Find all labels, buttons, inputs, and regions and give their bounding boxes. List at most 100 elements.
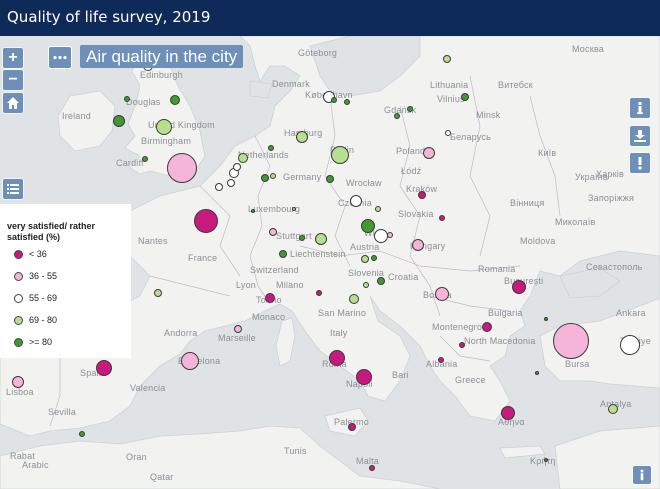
city-bubble[interactable] [234, 325, 242, 333]
city-bubble[interactable] [79, 431, 85, 437]
city-bubble[interactable] [251, 209, 255, 213]
city-bubble[interactable] [167, 153, 197, 183]
city-bubble[interactable] [375, 206, 381, 212]
menu-button[interactable] [48, 46, 72, 69]
city-bubble[interactable] [407, 106, 413, 112]
info-button[interactable] [630, 98, 650, 118]
map-basemap [0, 36, 660, 489]
legend-toggle-button[interactable] [3, 179, 23, 199]
city-bubble[interactable] [374, 229, 388, 243]
place-label: Київ [538, 148, 557, 158]
city-bubble[interactable] [233, 163, 241, 171]
city-bubble[interactable] [96, 360, 112, 376]
city-bubble[interactable] [544, 458, 548, 462]
city-bubble[interactable] [344, 99, 350, 105]
city-bubble[interactable] [459, 342, 465, 348]
place-label: Liechtenstein [290, 249, 346, 259]
city-bubble[interactable] [124, 96, 130, 102]
city-bubble[interactable] [279, 250, 287, 258]
city-bubble[interactable] [238, 153, 248, 163]
city-bubble[interactable] [296, 131, 308, 143]
place-label: Göteborg [298, 48, 338, 58]
map-canvas[interactable]: Göteborg Москва Edinburgh Denmark Lithuania В… [0, 36, 660, 489]
city-bubble[interactable] [501, 406, 515, 420]
place-label: San Marino [318, 308, 367, 318]
city-bubble[interactable] [326, 175, 334, 183]
city-bubble[interactable] [181, 352, 199, 370]
city-bubble[interactable] [315, 233, 327, 245]
place-label: Barcelona [178, 356, 221, 366]
city-bubble[interactable] [331, 97, 337, 103]
city-bubble[interactable] [142, 156, 148, 162]
city-bubble[interactable] [482, 322, 492, 332]
city-bubble[interactable] [361, 255, 369, 263]
place-label: Харків [596, 169, 624, 179]
city-bubble[interactable] [269, 228, 277, 236]
city-bubble[interactable] [292, 207, 296, 211]
city-bubble[interactable] [443, 55, 451, 63]
city-bubble[interactable] [329, 350, 345, 366]
city-bubble[interactable] [156, 119, 172, 135]
alert-button[interactable] [630, 153, 650, 173]
city-bubble[interactable] [299, 235, 305, 241]
place-label: Wrocław [346, 178, 382, 188]
legend-swatch [14, 294, 23, 303]
about-button[interactable] [633, 466, 651, 484]
city-bubble[interactable] [194, 209, 218, 233]
city-bubble[interactable] [361, 219, 375, 233]
place-label: Bari [392, 370, 409, 380]
city-bubble[interactable] [215, 183, 223, 191]
city-bubble[interactable] [331, 146, 349, 164]
place-label: United Kingdom [148, 120, 215, 130]
zoom-in-button[interactable]: + [3, 48, 23, 68]
city-bubble[interactable] [154, 289, 162, 297]
city-bubble[interactable] [394, 113, 400, 119]
city-bubble[interactable] [620, 335, 640, 355]
city-bubble[interactable] [270, 173, 276, 179]
city-bubble[interactable] [349, 294, 359, 304]
city-bubble[interactable] [265, 293, 275, 303]
legend-label: 55 - 69 [29, 293, 58, 303]
place-label: Moldova [520, 236, 556, 246]
city-bubble[interactable] [371, 255, 377, 261]
city-bubble[interactable] [553, 323, 589, 359]
place-label: Valencia [130, 383, 166, 393]
city-bubble[interactable] [608, 404, 618, 414]
place-label: Lisboa [6, 387, 34, 397]
city-bubble[interactable] [12, 376, 24, 388]
city-bubble[interactable] [113, 115, 125, 127]
city-bubble[interactable] [418, 191, 426, 199]
city-bubble[interactable] [348, 423, 356, 431]
city-bubble[interactable] [412, 239, 424, 251]
city-bubble[interactable] [363, 282, 369, 288]
home-button[interactable] [3, 93, 23, 113]
download-icon [634, 130, 646, 142]
city-bubble[interactable] [261, 174, 269, 182]
city-bubble[interactable] [535, 371, 539, 375]
city-bubble[interactable] [387, 232, 393, 238]
city-bubble[interactable] [461, 93, 469, 101]
city-bubble[interactable] [268, 145, 274, 151]
place-label: Oran [126, 452, 147, 462]
city-bubble[interactable] [512, 280, 526, 294]
city-bubble[interactable] [439, 215, 445, 221]
place-label: Birmingham [141, 136, 192, 146]
minus-icon: − [8, 71, 18, 88]
city-bubble[interactable] [369, 465, 375, 471]
download-button[interactable] [630, 126, 650, 146]
city-bubble[interactable] [435, 287, 449, 301]
city-bubble[interactable] [170, 95, 180, 105]
city-bubble[interactable] [356, 369, 372, 385]
city-bubble[interactable] [377, 277, 385, 285]
city-bubble[interactable] [445, 130, 451, 136]
city-bubble[interactable] [350, 195, 362, 207]
city-bubble[interactable] [316, 290, 322, 296]
place-label: Austria [350, 242, 380, 252]
city-bubble[interactable] [438, 357, 444, 363]
city-bubble[interactable] [423, 147, 435, 159]
place-label: Switzerland [250, 265, 299, 275]
place-label: Cardiff [116, 158, 144, 168]
city-bubble[interactable] [227, 179, 235, 187]
zoom-out-button[interactable]: − [3, 70, 23, 90]
city-bubble[interactable] [544, 317, 548, 321]
